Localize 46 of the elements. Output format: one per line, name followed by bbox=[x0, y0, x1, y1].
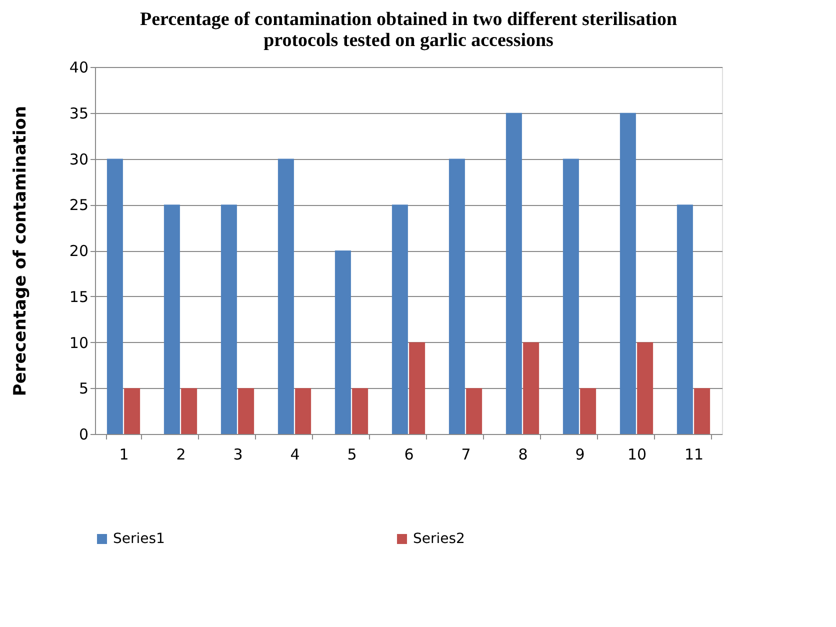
bar bbox=[181, 388, 198, 434]
bar bbox=[694, 388, 710, 434]
bar bbox=[334, 250, 351, 434]
legend-label: Series1 bbox=[113, 531, 165, 547]
bar bbox=[409, 342, 426, 434]
x-tick-label: 1 bbox=[119, 446, 129, 464]
bar bbox=[637, 342, 654, 434]
bar bbox=[278, 158, 294, 434]
x-tick-label: 3 bbox=[233, 446, 243, 464]
y-tick-label: 0 bbox=[78, 426, 88, 444]
x-tick-label: 11 bbox=[684, 446, 704, 464]
x-tick-label: 8 bbox=[518, 446, 528, 464]
bar bbox=[562, 158, 579, 434]
bar bbox=[124, 388, 140, 434]
bar bbox=[295, 388, 312, 434]
x-tick-label: 10 bbox=[627, 446, 647, 464]
chart-title: Percentage of contamination obtained in two different sterilisation protocols tested on garlic accessions bbox=[140, 9, 678, 51]
x-tick-label: 6 bbox=[404, 446, 414, 464]
bar bbox=[220, 204, 237, 434]
legend-label: Series2 bbox=[413, 531, 465, 547]
bar bbox=[448, 158, 465, 434]
y-tick-label: 30 bbox=[69, 150, 88, 168]
y-tick-label: 40 bbox=[69, 58, 88, 76]
y-tick-label: 5 bbox=[78, 380, 88, 398]
y-axis-title: Perecentage of contamination bbox=[10, 106, 30, 396]
y-tick-label: 15 bbox=[69, 288, 88, 306]
bar bbox=[392, 204, 408, 434]
y-tick-label: 25 bbox=[69, 196, 88, 214]
bar bbox=[580, 388, 596, 434]
bar bbox=[352, 388, 368, 434]
bar bbox=[523, 342, 540, 434]
bar bbox=[466, 388, 482, 434]
x-tick-label: 2 bbox=[176, 446, 186, 464]
x-tick-label: 9 bbox=[575, 446, 585, 464]
bar bbox=[620, 112, 636, 434]
bar bbox=[106, 158, 123, 434]
bar bbox=[506, 112, 522, 434]
x-tick-label: 4 bbox=[290, 446, 300, 464]
bar bbox=[676, 204, 693, 434]
y-tick-label: 35 bbox=[69, 104, 88, 122]
x-tick-label: 5 bbox=[347, 446, 357, 464]
x-tick-label: 7 bbox=[461, 446, 471, 464]
bar bbox=[164, 204, 180, 434]
y-tick-label: 20 bbox=[69, 242, 88, 260]
bar bbox=[238, 388, 254, 434]
y-tick-label: 10 bbox=[69, 334, 88, 352]
